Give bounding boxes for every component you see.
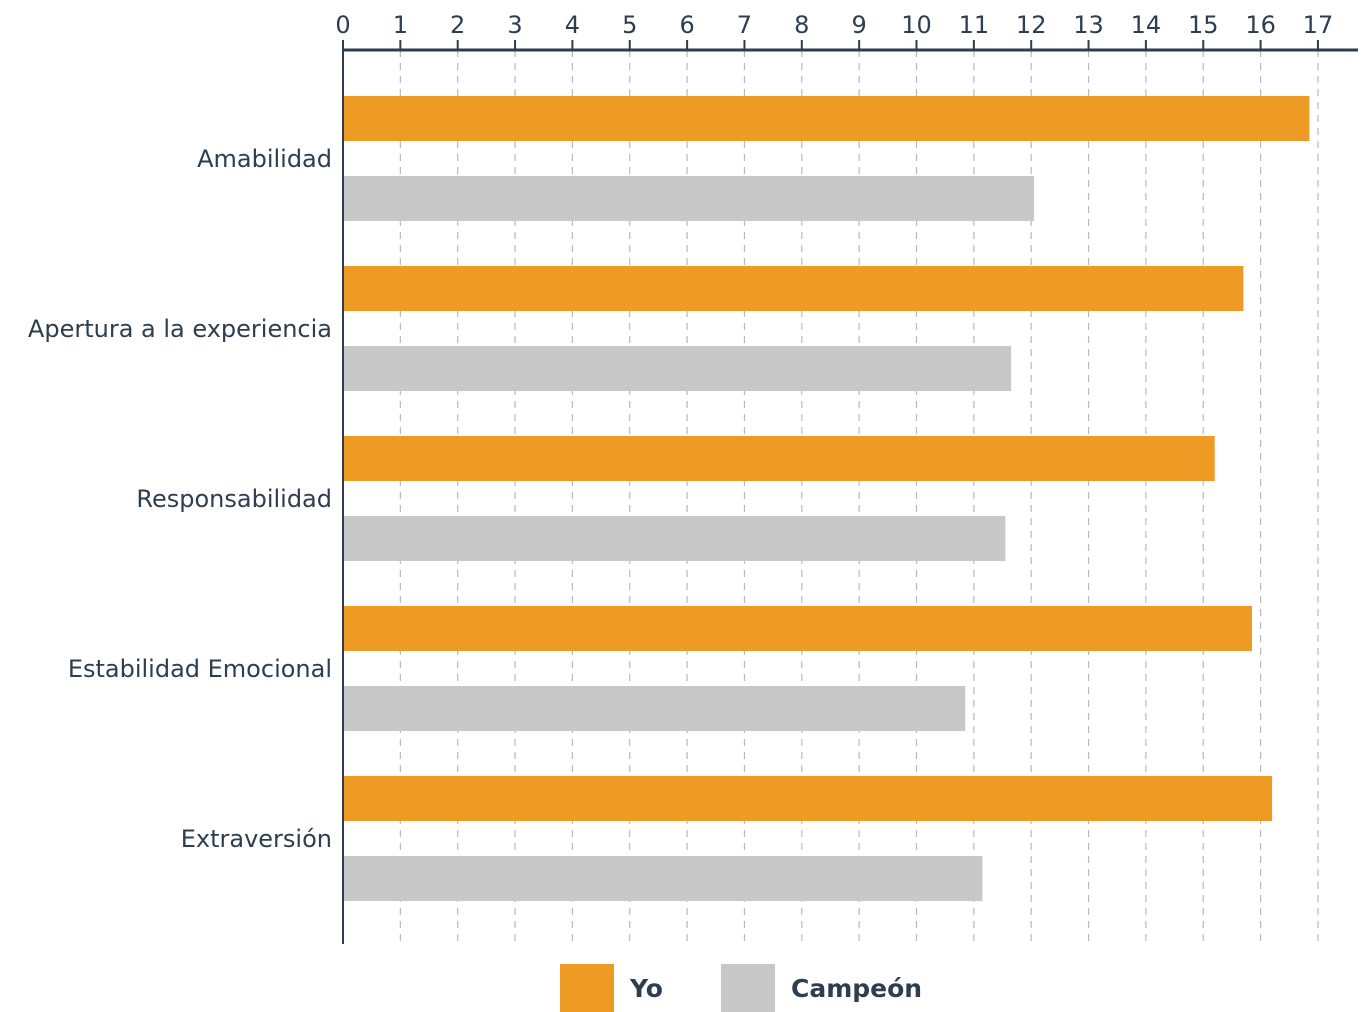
category-label: Extraversión: [181, 825, 332, 853]
category-label: Responsabilidad: [136, 485, 332, 513]
category-label: Amabilidad: [197, 145, 332, 173]
x-tick-label: 13: [1073, 11, 1104, 39]
x-tick-label: 16: [1245, 11, 1276, 39]
x-tick-label: 2: [450, 11, 465, 39]
legend-item-yo: Yo: [560, 964, 663, 1012]
bars: [343, 96, 1310, 901]
x-tick-label: 14: [1131, 11, 1162, 39]
x-tick-label: 15: [1188, 11, 1219, 39]
x-tick-label: 10: [901, 11, 932, 39]
legend-item-campeon: Campeón: [720, 964, 923, 1012]
x-tick-label: 11: [959, 11, 990, 39]
bar-campeon: [343, 346, 1012, 391]
bar-campeon: [343, 856, 983, 901]
category-labels: Amabilidad Apertura a la experiencia Respo…: [28, 145, 332, 853]
bar-yo: [343, 96, 1310, 141]
bar-yo: [343, 606, 1252, 651]
legend-swatch-yo: [560, 964, 614, 1012]
x-tick-label: 9: [852, 11, 867, 39]
x-tick-label: 5: [622, 11, 637, 39]
x-tick-label: 8: [794, 11, 809, 39]
bar-campeon: [343, 686, 966, 731]
category-label: Apertura a la experiencia: [28, 315, 332, 343]
x-tick-label: 6: [679, 11, 694, 39]
bar-campeon: [343, 516, 1006, 561]
x-axis: 0 1 2 3 4 5 6 7 8 9 10 11 12 13 14 15 16 17: [335, 11, 1358, 944]
category-label: Estabilidad Emocional: [68, 655, 332, 683]
legend-label-campeon: Campeón: [790, 973, 923, 1003]
x-tick-label: 1: [393, 11, 408, 39]
x-tick-label: 17: [1303, 11, 1334, 39]
x-tick-label: 12: [1016, 11, 1047, 39]
x-tick-label: 0: [335, 11, 350, 39]
bar-yo: [343, 436, 1215, 481]
legend-label-yo: Yo: [630, 973, 663, 1003]
legend: Yo Campeón: [560, 964, 980, 1012]
x-tick-label: 7: [737, 11, 752, 39]
bar-campeon: [343, 176, 1035, 221]
bar-yo: [343, 266, 1244, 311]
bar-yo: [343, 776, 1273, 821]
bar-chart: 0 1 2 3 4 5 6 7 8 9 10 11 12 13 14 15 16 17 AmabilidadApe…: [28, 11, 1358, 944]
x-tick-label: 4: [565, 11, 580, 39]
x-tick-label: 3: [507, 11, 522, 39]
legend-swatch-campeon: [720, 964, 775, 1012]
